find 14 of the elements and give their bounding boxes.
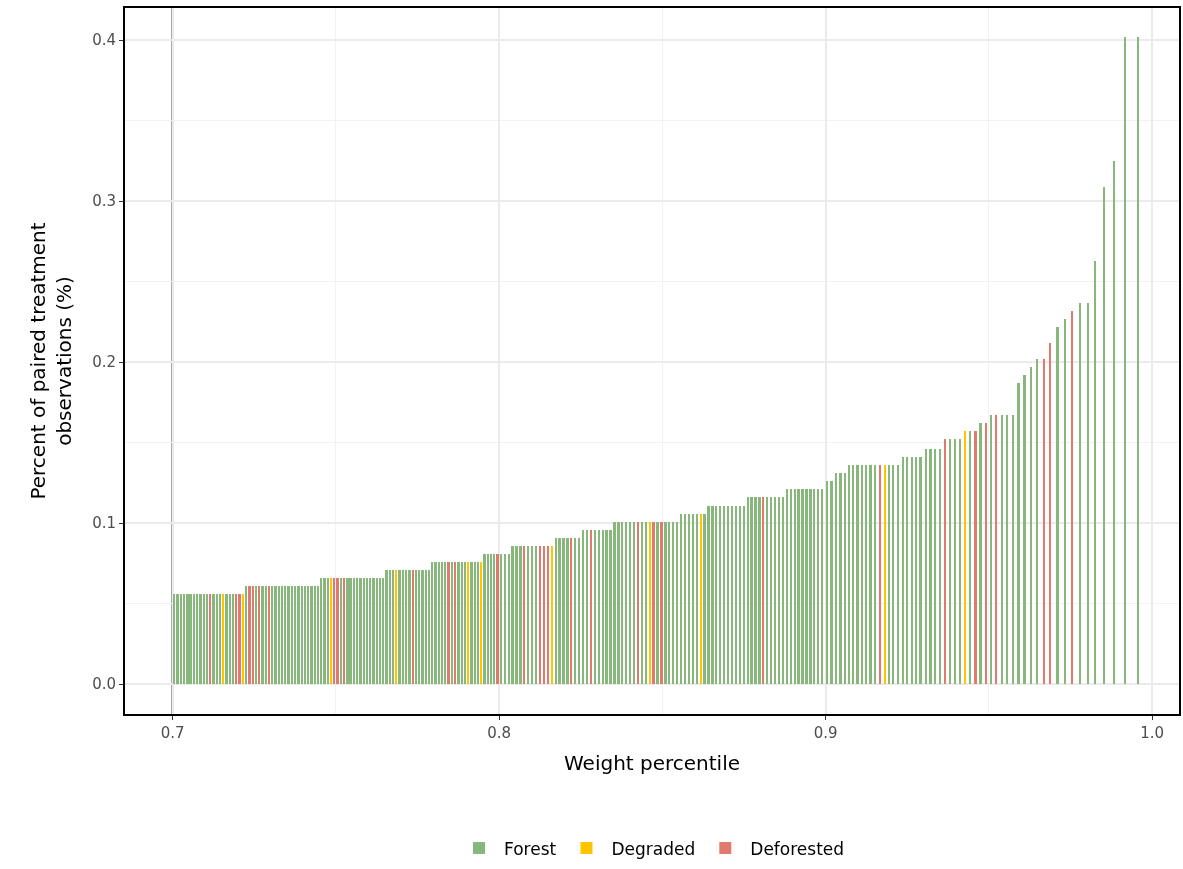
x-tick-label: 0.9: [813, 724, 838, 742]
legend-label: Degraded: [611, 838, 696, 859]
y-tick-label: 0.0: [92, 675, 116, 694]
y-tick-label: 0.1: [92, 514, 116, 533]
x-tick-label: 0.8: [487, 724, 512, 742]
x-tick-label: 0.7: [160, 724, 185, 742]
y-axis-title: Percent of paired treatment observations (%): [26, 222, 77, 500]
legend-label: Forest: [504, 838, 557, 859]
x-tick-label: 1.0: [1140, 724, 1165, 742]
y-tick-label: 0.4: [92, 31, 116, 50]
y-tick-label: 0.3: [92, 192, 116, 211]
y-tick-label: 0.2: [92, 353, 116, 372]
x-axis-title: Weight percentile: [563, 751, 741, 775]
legend-label: Deforested: [750, 838, 845, 859]
